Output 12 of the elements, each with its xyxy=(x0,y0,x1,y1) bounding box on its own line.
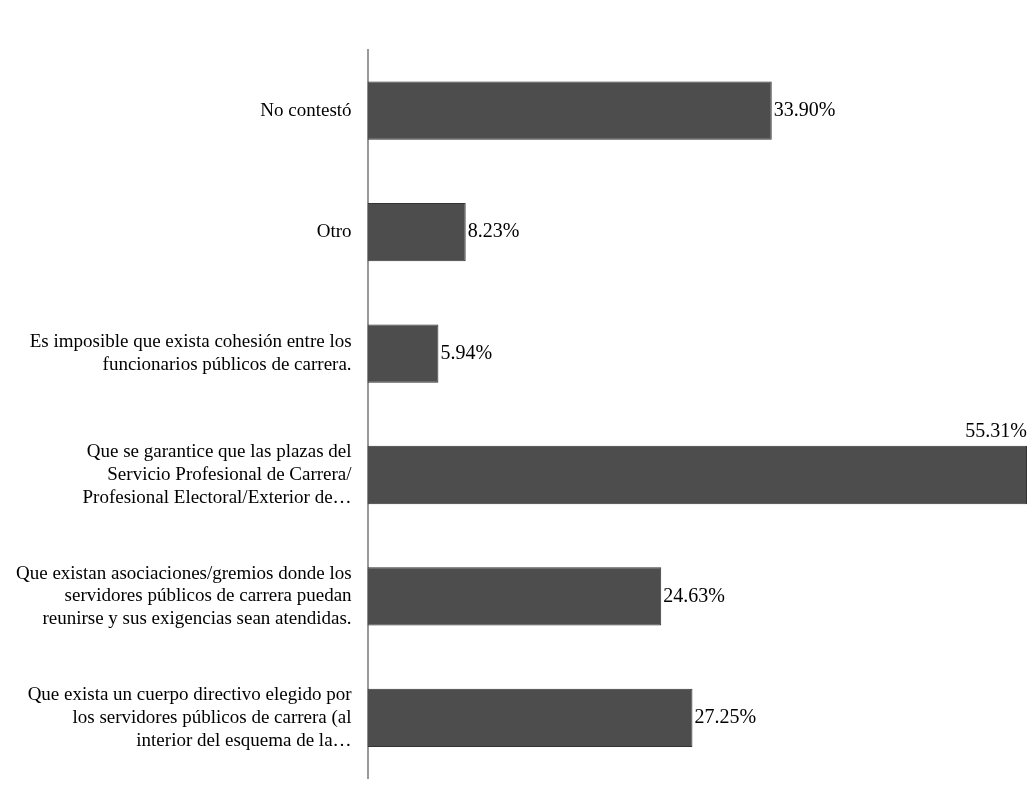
y-tick-label: Que se garantice que las plazas del Servicio Profesional de Carrera/ Profesional Electoral/Exterior de… xyxy=(82,440,353,507)
data-label: 27.25% xyxy=(694,705,757,728)
y-tick-label: Que existan asociaciones/gremios donde los servidores públicos de carrera puedan reunirse y sus exigencias sean atendidas. xyxy=(15,561,353,629)
y-tick-label: Otro xyxy=(316,220,352,242)
data-label: 5.94% xyxy=(440,340,493,363)
data-label: 55.31% xyxy=(965,419,1027,442)
y-tick-label: No contestó xyxy=(260,98,352,120)
data-label: 24.63% xyxy=(663,583,725,606)
data-label: 8.23% xyxy=(467,219,520,242)
y-tick-label: Es imposible que exista cohesión entre los funcionarios públicos de carrera. xyxy=(29,330,352,374)
y-tick-label: Que exista un cuerpo directivo elegido por los servidores públicos de carrera (al interior del esquema de la… xyxy=(27,683,353,750)
data-label: 33.90% xyxy=(773,97,836,120)
